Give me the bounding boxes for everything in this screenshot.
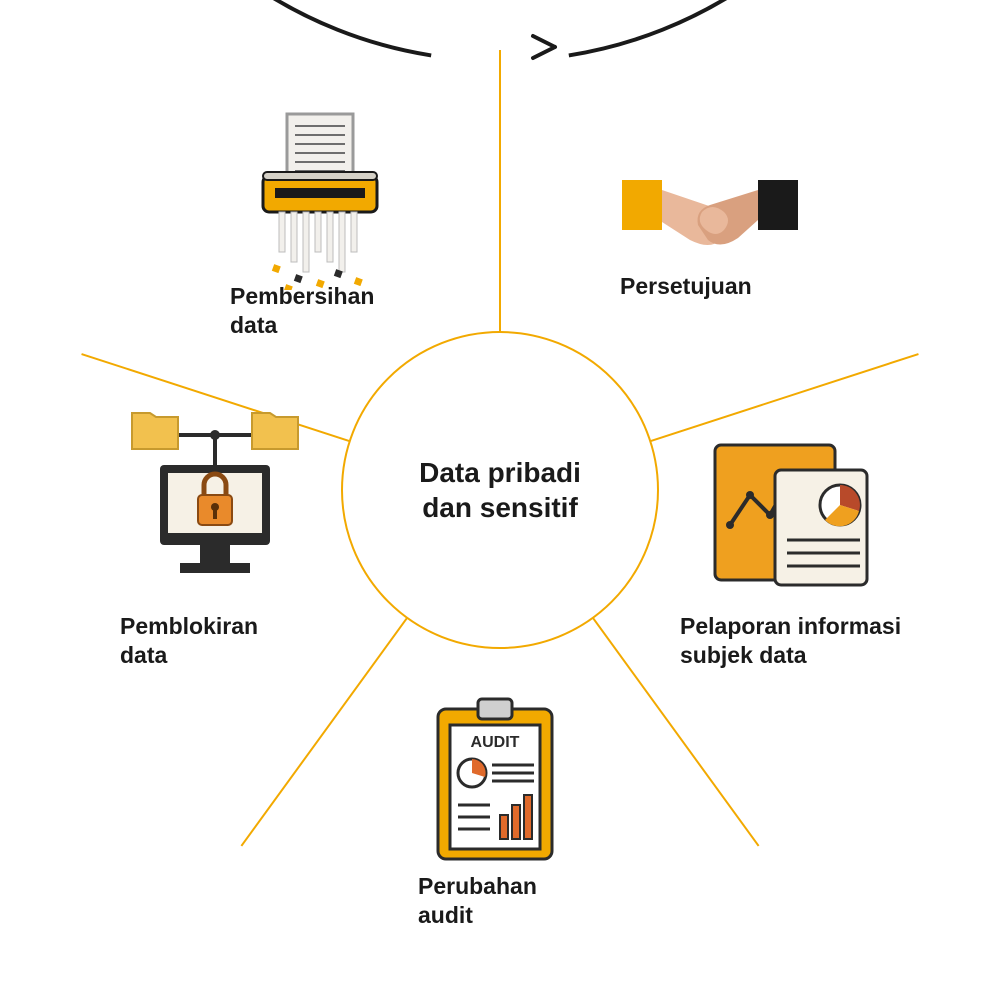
center-line1: Data pribadi (419, 457, 581, 488)
label-pemblokiran-text: Pemblokirandata (120, 613, 258, 668)
center-label: Data pribadi dan sensitif (357, 455, 643, 525)
handshake-icon (620, 150, 800, 260)
center-line2: dan sensitif (422, 492, 578, 523)
label-pembersihan-text: Pembersihandata (230, 283, 374, 338)
label-pelaporan-text: Pelaporan informasisubjek data (680, 613, 901, 668)
radial-cycle-diagram: Data pribadi dan sensitif Persetujuan Pe… (0, 0, 1000, 1000)
report-icon (705, 425, 875, 595)
label-pelaporan: Pelaporan informasisubjek data (680, 612, 901, 670)
audit-clipboard-icon: AUDIT (430, 695, 560, 865)
label-persetujuan-text: Persetujuan (620, 273, 752, 299)
label-perubahan-audit-text: Perubahanaudit (418, 873, 537, 928)
shredder-icon (235, 110, 405, 290)
label-persetujuan: Persetujuan (620, 272, 752, 301)
label-pembersihan: Pembersihandata (230, 282, 374, 340)
lock-monitor-icon (120, 405, 310, 595)
svg-text:AUDIT: AUDIT (471, 734, 520, 751)
label-pemblokiran: Pemblokirandata (120, 612, 258, 670)
label-perubahan-audit: Perubahanaudit (418, 872, 537, 930)
